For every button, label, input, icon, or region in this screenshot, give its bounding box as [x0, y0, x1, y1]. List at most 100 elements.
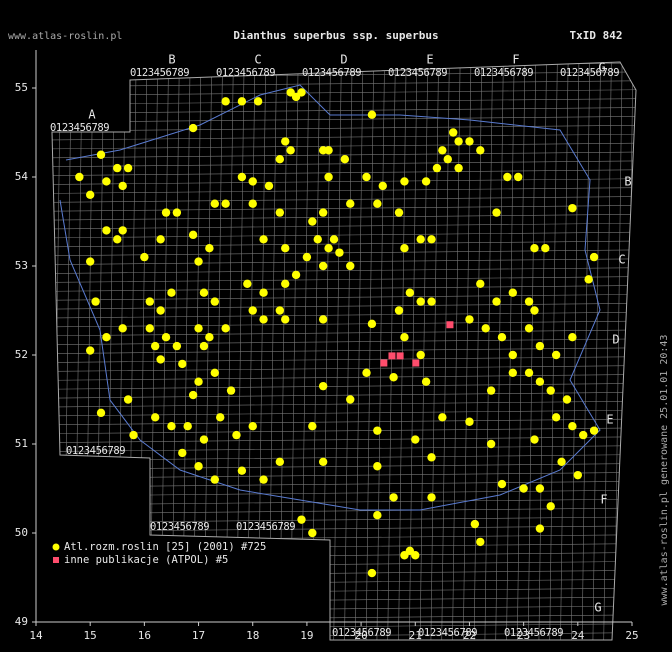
record-dot [367, 319, 377, 329]
lat-tick-label: 55 [15, 81, 28, 94]
grid-line [52, 142, 636, 150]
record-dot [551, 350, 561, 360]
record-dot [416, 350, 425, 360]
record-dot [589, 426, 599, 435]
record-dot [579, 430, 588, 440]
grid-line [560, 62, 569, 640]
record-dot [318, 315, 328, 324]
record-dot [178, 448, 187, 458]
atpol-digits: 0123456789 [388, 67, 447, 79]
grid-line [52, 400, 636, 408]
lon-tick-label: 16 [138, 629, 151, 642]
record-dot [302, 252, 312, 262]
record-dot [405, 546, 415, 555]
record-dot [476, 146, 485, 155]
atpol-digits: 0123456789 [150, 521, 209, 533]
record-dot [394, 306, 404, 315]
record-dot [253, 97, 263, 106]
record-dot [216, 413, 225, 422]
grid-line [268, 62, 278, 640]
grid-line [549, 62, 558, 640]
record-dot [151, 341, 160, 351]
taxon-id: TxID 842 [570, 29, 623, 42]
record-dot [508, 288, 517, 297]
record-dot [373, 462, 382, 471]
grid-line [52, 365, 636, 372]
record-dot [416, 235, 425, 244]
record-dot [199, 435, 209, 444]
record-dot [584, 275, 593, 284]
record-dot [259, 288, 268, 297]
lat-tick-label: 49 [15, 615, 28, 628]
legend-label: inne publikacje (ATPOL) #5 [64, 554, 228, 566]
record-dot [508, 350, 517, 360]
atpol-digits: 0123456789 [302, 67, 361, 79]
record-dot [221, 199, 230, 208]
atpol-row-label: G [594, 601, 601, 615]
lon-tick-label: 22 [463, 629, 476, 642]
record-dot [85, 257, 95, 266]
grid-line [52, 525, 636, 532]
record-dot [118, 226, 127, 235]
lat-tick-label: 50 [15, 526, 28, 539]
grid-line [365, 62, 375, 640]
grid-line [52, 178, 636, 185]
record-dot [551, 413, 561, 422]
record-dot [91, 297, 100, 306]
grid-line [52, 231, 636, 239]
record-dot [194, 462, 203, 471]
record-dot [210, 368, 219, 377]
record-dot [188, 123, 198, 133]
country-border [59, 84, 601, 511]
record-dot [449, 128, 458, 137]
record-square [396, 352, 404, 360]
record-dot [237, 466, 247, 475]
grid-line [387, 62, 396, 640]
record-dot [188, 230, 198, 240]
record-dot [427, 453, 436, 462]
grid-line [52, 124, 636, 132]
record-dot [346, 395, 355, 404]
record-dot [194, 324, 203, 333]
grid-line [52, 480, 636, 488]
record-dot [465, 417, 474, 426]
grid-line [257, 62, 267, 640]
record-dot [308, 422, 317, 431]
grid-line [52, 302, 636, 310]
lon-tick-label: 23 [517, 629, 530, 642]
record-dot [454, 137, 463, 146]
record-dot [405, 288, 415, 297]
grid-line [52, 196, 636, 203]
lon-tick-label: 14 [29, 629, 43, 642]
record-dot [259, 235, 268, 244]
grid-line [527, 62, 537, 640]
record-dot [248, 177, 257, 186]
record-dot [541, 244, 550, 253]
grid-line [52, 320, 636, 328]
grid-line [52, 222, 636, 230]
grid-line [52, 205, 636, 212]
record-dot [291, 270, 301, 280]
grid-line [570, 62, 580, 640]
record-dot [454, 163, 463, 173]
atpol-row-label: D [612, 333, 619, 347]
grid-line [52, 294, 636, 301]
record-dot [568, 203, 577, 213]
record-dot [508, 368, 517, 377]
record-square [388, 352, 396, 360]
atpol-digits: 0123456789 [560, 67, 619, 79]
legend-label: Atl.rozm.roslin [25] (2001) #725 [64, 541, 266, 553]
record-dot [324, 172, 333, 182]
atpol-digits: 0123456789 [216, 67, 275, 79]
record-dot [318, 381, 328, 391]
lon-tick-label: 15 [84, 629, 97, 642]
record-square [380, 359, 388, 367]
grid-line [52, 347, 636, 354]
lon-tick-label: 21 [409, 629, 422, 642]
record-dot [465, 137, 474, 146]
record-dot [324, 244, 333, 253]
record-dot [486, 439, 496, 449]
record-dot [476, 537, 485, 547]
grid-line [398, 62, 407, 640]
